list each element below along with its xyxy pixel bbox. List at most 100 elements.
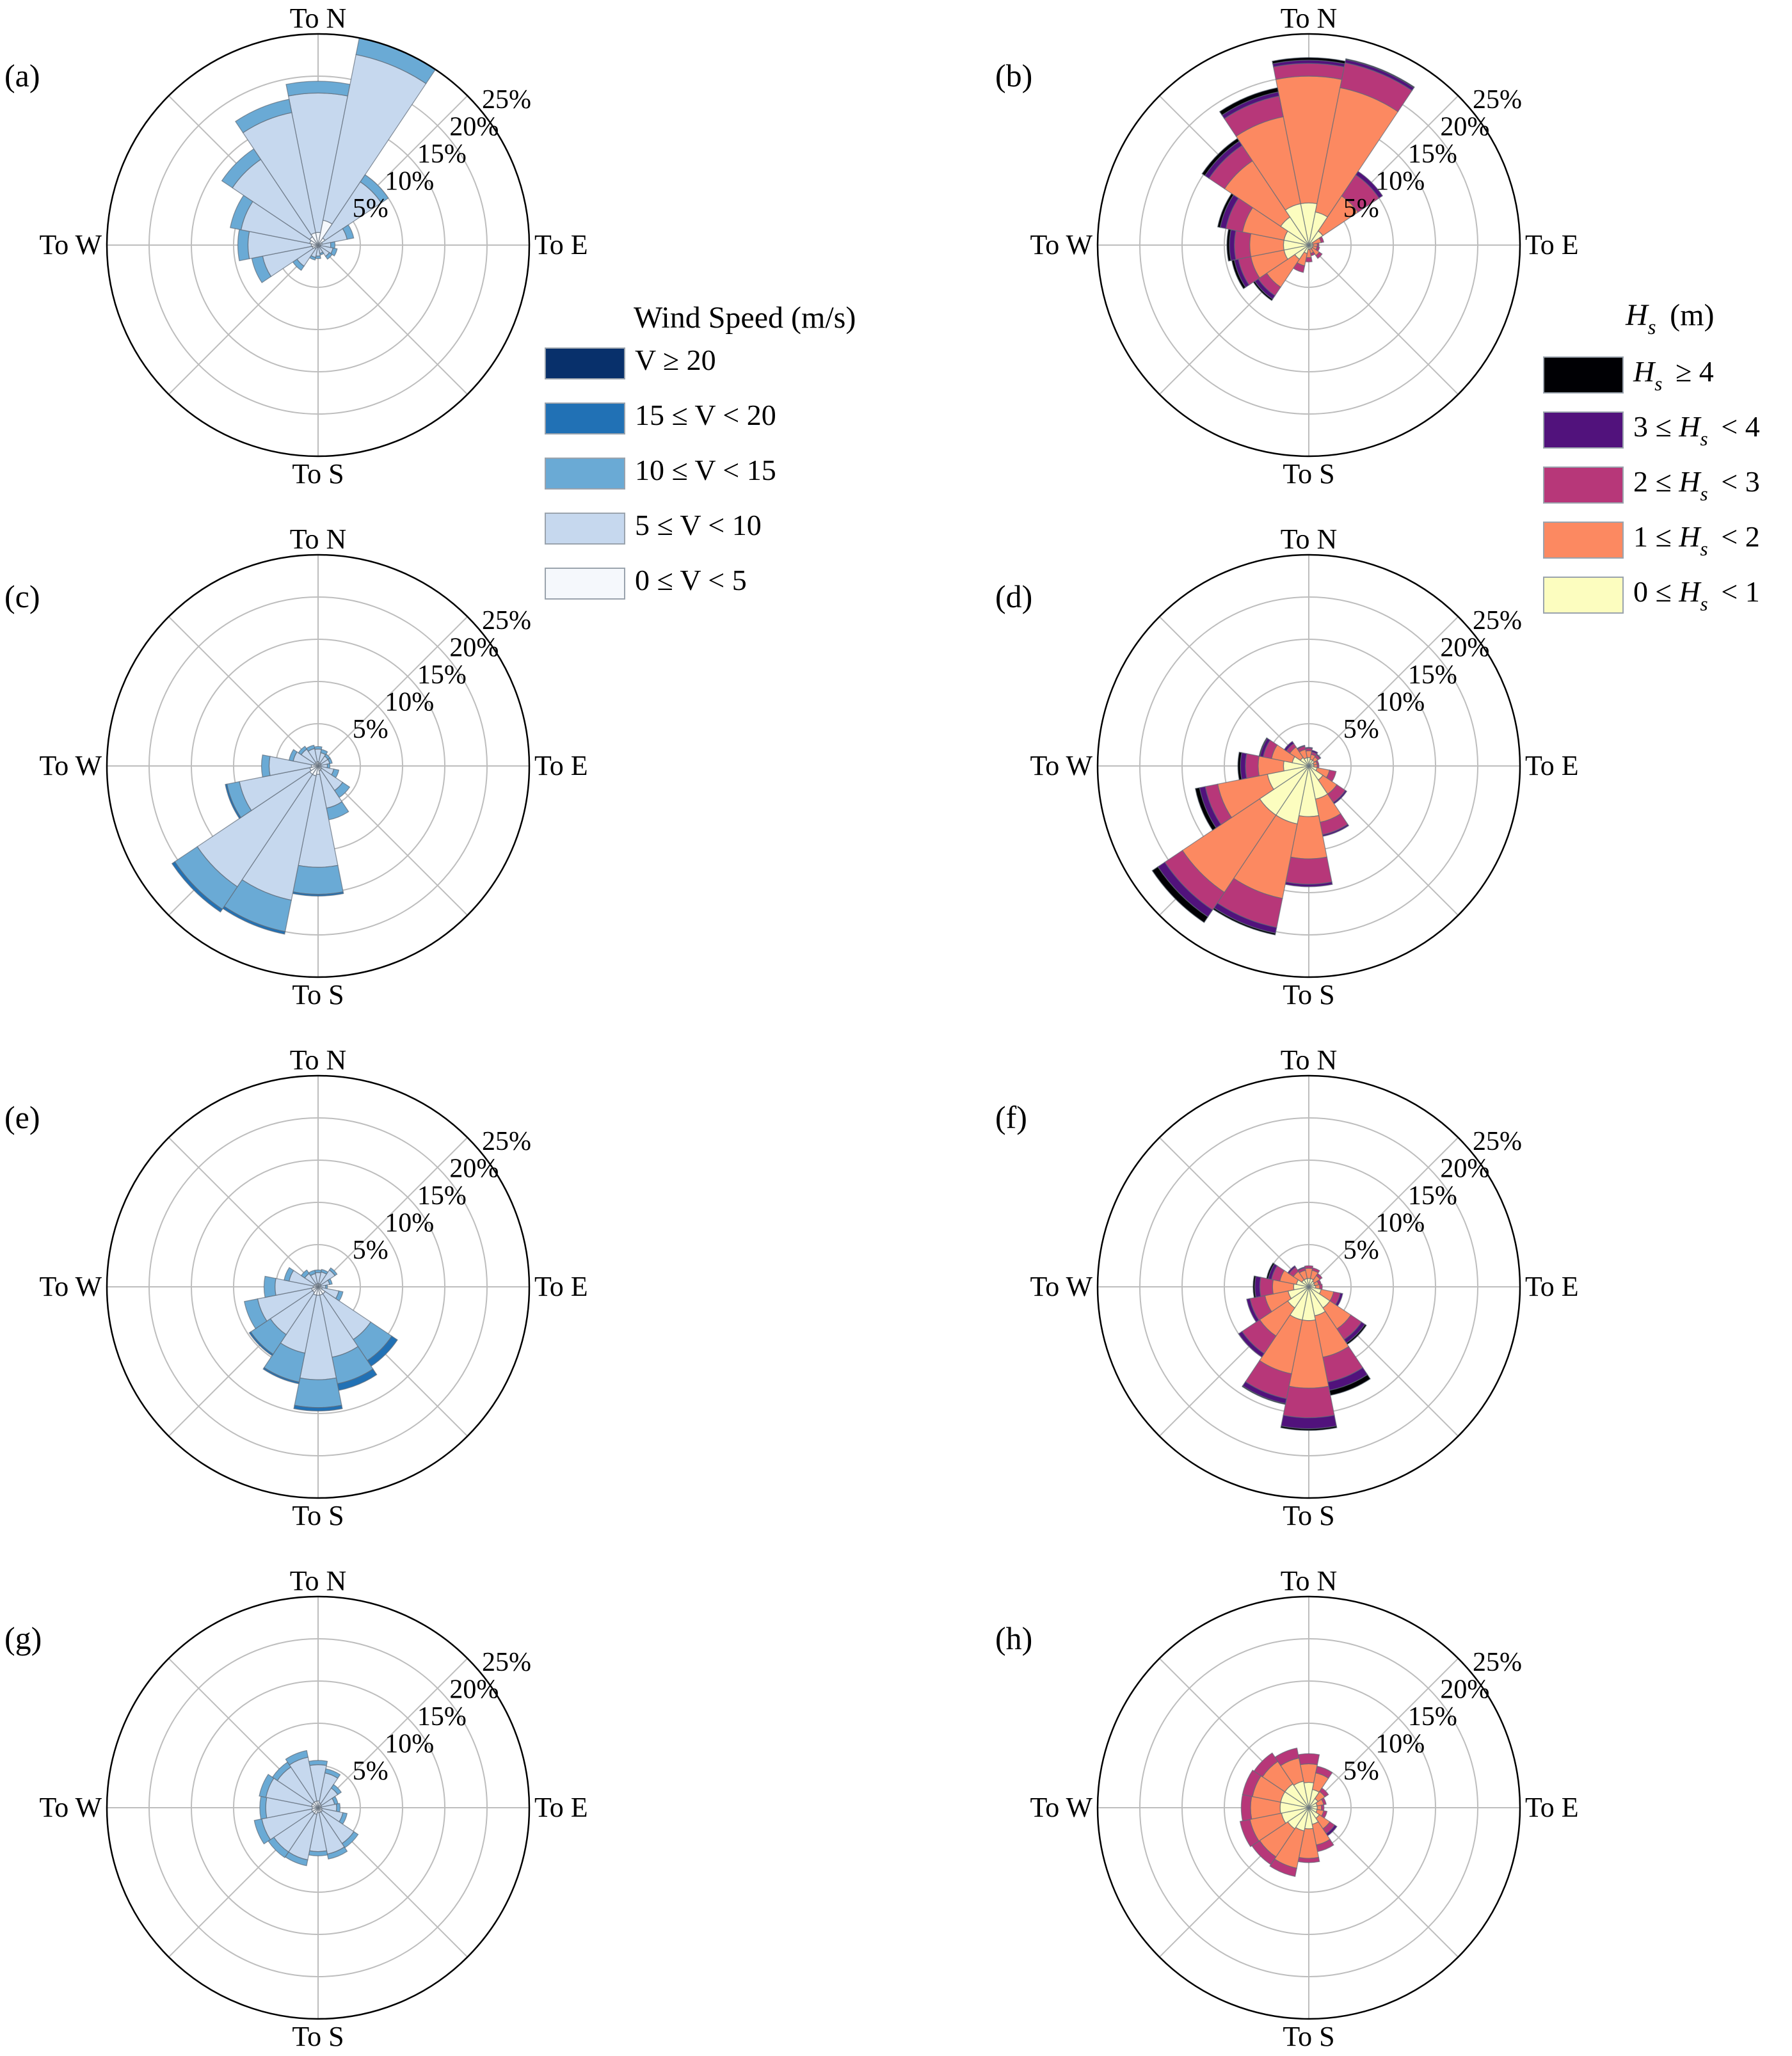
rose-bar-segment (1297, 1753, 1320, 1765)
rose-bar-segment (235, 99, 292, 134)
panel-label: (c) (4, 578, 40, 614)
rose-bar-segment (1219, 87, 1279, 116)
compass-label-east: To E (534, 750, 588, 781)
rose-bar-segment (1315, 251, 1323, 259)
compass-label-west: To W (1030, 1271, 1092, 1302)
ring-label: 5% (353, 1757, 388, 1786)
wave-legend-label-2: 2 ≤ Hs < 3 (1633, 465, 1760, 505)
wave-height-legend: Hs (m) Hs ≥ 4 3 ≤ Hs < 4 2 ≤ Hs < 3 1 ≤ … (1543, 298, 1760, 615)
rose-bar-segment (1283, 740, 1295, 752)
grid-spoke (1308, 244, 1459, 395)
rose-bar-segment (1315, 1765, 1333, 1779)
compass-label-south: To S (292, 2021, 344, 2052)
compass-label-north: To N (290, 1565, 347, 1597)
rose-panels: (a)5%10%15%20%25%To NTo ETo STo W(b)5%10… (4, 3, 1579, 2052)
outer-ring (1096, 1074, 1521, 1499)
wind-legend-label-1: 15 ≤ V < 20 (635, 399, 776, 431)
ring-label: 20% (1440, 1154, 1489, 1184)
rose-bar-segment (1297, 1266, 1306, 1271)
rose-bar-segment (248, 1331, 274, 1357)
compass-label-north: To N (290, 3, 347, 34)
rose-bar-segment (1237, 751, 1242, 781)
compass-label-east: To E (1525, 1271, 1579, 1302)
rose-bar-segment (1252, 1275, 1256, 1298)
ring-label: 15% (417, 660, 467, 690)
rose-bar-segment (328, 1267, 338, 1277)
rose-bar-segment (294, 1377, 342, 1408)
compass-label-west: To W (39, 750, 102, 781)
compass-label-west: To W (1030, 229, 1092, 260)
panel-label: (a) (4, 58, 40, 93)
rose-bar-segment (1240, 1794, 1252, 1822)
rose-panel-3: (d) 5%10%15%20%25% To N To E To S To W (995, 523, 1579, 1010)
compass-label-east: To E (1525, 229, 1579, 260)
compass-label-south: To S (292, 1500, 344, 1531)
rose-bar-segment (342, 224, 355, 240)
grid-spoke (168, 616, 319, 767)
ring-label: 20% (1440, 634, 1489, 663)
compass-label-south: To S (1283, 979, 1334, 1010)
rose-bar-segment (1315, 753, 1322, 760)
outer-ring (106, 33, 531, 458)
rose-bar-segment (1283, 1385, 1335, 1419)
rose-bar-segment (1315, 1273, 1323, 1280)
ring-label: 25% (482, 85, 531, 115)
ring-label: 10% (1375, 1729, 1425, 1758)
grid-spoke (1308, 1807, 1459, 1958)
rose-bar-segment (1258, 737, 1268, 757)
wind-legend-swatch-1 (545, 402, 625, 434)
wind-legend-swatch-4 (545, 568, 625, 600)
wind-legend-label-3: 5 ≤ V < 10 (635, 509, 762, 541)
compass-label-west: To W (39, 229, 102, 260)
compass-label-north: To N (290, 523, 347, 555)
ring-label: 15% (1408, 1702, 1457, 1732)
wave-legend-label-4: 0 ≤ Hs < 1 (1633, 575, 1760, 615)
ring-label: 15% (417, 1702, 467, 1732)
rose-bar-segment (288, 749, 298, 762)
rose-bar-segment (225, 783, 242, 820)
rose-bar-segment (1245, 753, 1260, 779)
ring-label: 20% (449, 634, 499, 663)
wind-legend-swatch-3 (545, 513, 625, 545)
compass-label-south: To S (1283, 1500, 1334, 1531)
rose-bar-segment (1280, 1425, 1338, 1431)
outer-ring (106, 1595, 531, 2020)
panel-label: (g) (4, 1620, 42, 1656)
rose-bar-segment (1304, 1265, 1314, 1270)
rose-bar-segment (1274, 1748, 1300, 1767)
compass-label-south: To S (1283, 2021, 1334, 2052)
rose-bar-segment (308, 1270, 316, 1277)
ring-label: 10% (1375, 1208, 1425, 1238)
rose-bar-segment (360, 174, 389, 203)
compass-label-south: To S (1283, 458, 1334, 490)
compass-label-north: To N (1281, 1565, 1338, 1597)
rose-bar-segment (171, 861, 223, 913)
ring-label: 5% (353, 1236, 388, 1265)
rose-bar-segment (1318, 1787, 1329, 1798)
wind-legend-label-0: V ≥ 20 (635, 344, 716, 376)
grid-spoke (1308, 1657, 1459, 1808)
wind-legend-label-2: 10 ≤ V < 15 (635, 454, 776, 486)
compass-label-west: To W (1030, 750, 1092, 781)
panel-label: (e) (4, 1099, 40, 1135)
rose-panel-1: (b) 5%10%15%20%25% To N To E To S To W (995, 3, 1579, 490)
grid-spoke (317, 616, 468, 767)
ring-label: 20% (449, 1675, 499, 1705)
rose-bar-segment (1241, 1385, 1286, 1405)
compass-label-east: To E (534, 1792, 588, 1823)
outer-ring (1096, 1595, 1521, 2020)
compass-label-north: To N (1281, 1044, 1338, 1076)
rose-bar-segment (284, 1267, 294, 1282)
rose-bar-segment (1355, 170, 1384, 199)
grid-spoke (168, 244, 319, 395)
ring-label: 15% (1408, 139, 1457, 169)
outer-ring (1096, 33, 1521, 458)
rose-bar-segment (1297, 1856, 1320, 1863)
ring-label: 10% (385, 1729, 434, 1758)
rose-bar-segment (305, 744, 316, 752)
rose-bar-segment (244, 1298, 268, 1330)
grid-spoke (1308, 1136, 1459, 1287)
rose-bar-segment (1304, 747, 1313, 749)
ring-label: 20% (449, 113, 499, 142)
